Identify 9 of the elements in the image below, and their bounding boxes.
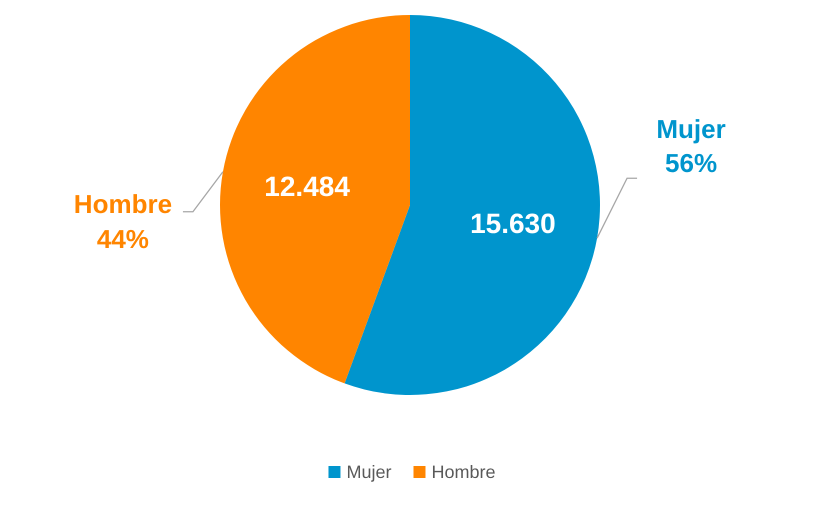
text: 44%	[96, 224, 149, 254]
legend-label: Hombre	[431, 462, 496, 482]
data-label: 12.484	[264, 171, 350, 202]
legend-label: Mujer	[346, 462, 392, 482]
slice-label: Mujer	[656, 114, 726, 144]
data-label: 15.630	[470, 208, 556, 239]
slice-label: Hombre	[74, 188, 172, 219]
pie-slice	[220, 15, 410, 384]
text: 56%	[665, 148, 718, 178]
